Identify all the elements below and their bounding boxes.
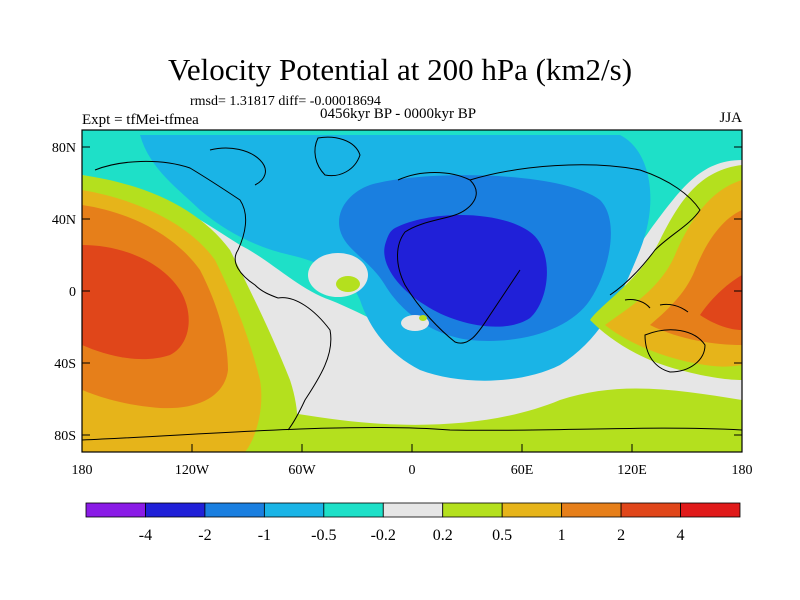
- axis-ticks: [81, 146, 743, 452]
- y-tick-40s: 40S: [54, 357, 76, 372]
- colorbar-swatch: [263, 502, 325, 518]
- x-tick-60e: 60E: [511, 463, 534, 478]
- x-tick-120w: 120W: [175, 463, 210, 478]
- colorbar-swatch: [85, 502, 146, 518]
- colorbar-swatch: [382, 502, 444, 518]
- colorbar-label: -1: [258, 527, 271, 544]
- colorbar-swatch: [620, 502, 681, 518]
- colorbar-swatch: [501, 502, 563, 518]
- colorbar-label: -0.5: [311, 527, 336, 544]
- stats-label: rmsd= 1.31817 diff= -0.00018694: [190, 94, 381, 109]
- experiment-label: Expt = tfMei-tfmea: [82, 112, 199, 128]
- colorbar-label: 0.5: [492, 527, 512, 544]
- colorbar-swatch: [145, 502, 206, 518]
- y-tick-40n: 40N: [52, 213, 76, 228]
- x-tick-60w: 60W: [288, 463, 316, 478]
- contour-fill: [82, 130, 742, 452]
- period-label: 0456kyr BP - 0000kyr BP: [320, 106, 477, 122]
- x-tick-180e: 180: [732, 463, 753, 478]
- y-tick-80s: 80S: [54, 429, 76, 444]
- colorbar-label: -0.2: [371, 527, 396, 544]
- map-title: Velocity Potential at 200 hPa (km2/s): [167, 52, 633, 87]
- colorbar-label: -4: [139, 527, 152, 544]
- x-tick-120e: 120E: [617, 463, 647, 478]
- y-tick-0: 0: [69, 285, 76, 300]
- y-tick-80n: 80N: [52, 141, 76, 156]
- colorbar-swatch: [204, 502, 265, 518]
- x-tick-0: 0: [409, 463, 416, 478]
- colorbar-label: 0.2: [433, 527, 453, 544]
- x-tick-180w: 180: [72, 463, 93, 478]
- coastlines: [82, 136, 742, 441]
- colorbar: -4 -2 -1 -0.5 -0.2 0.2 0.5 1 2 4: [85, 502, 741, 544]
- season-label: JJA: [719, 110, 742, 126]
- colorbar-label: 1: [558, 527, 566, 544]
- colorbar-swatch: [323, 502, 384, 518]
- colorbar-swatch: [442, 502, 503, 518]
- colorbar-label: -2: [198, 527, 211, 544]
- colorbar-swatch: [680, 502, 741, 518]
- colorbar-swatch: [561, 502, 622, 518]
- colorbar-label: 2: [617, 527, 625, 544]
- colorbar-label: 4: [677, 527, 685, 544]
